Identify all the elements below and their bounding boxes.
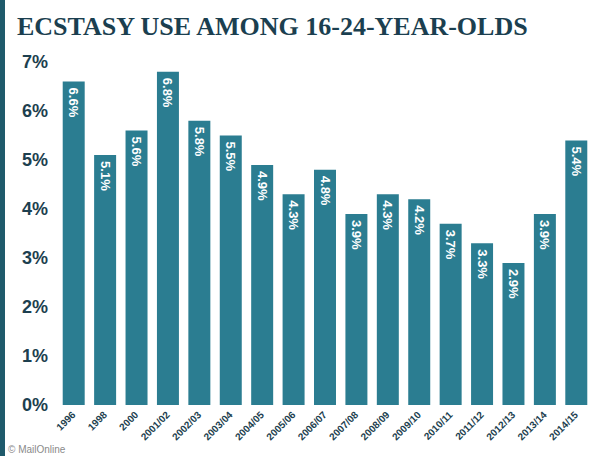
svg-text:4.8%: 4.8%: [318, 176, 333, 206]
svg-text:4.2%: 4.2%: [412, 205, 427, 235]
svg-text:5.5%: 5.5%: [223, 142, 238, 172]
svg-text:3.3%: 3.3%: [475, 249, 490, 279]
svg-text:ECSTASY USE AMONG 16-24-YEAR-O: ECSTASY USE AMONG 16-24-YEAR-OLDS: [17, 12, 528, 41]
svg-text:2003/04: 2003/04: [201, 409, 235, 443]
svg-text:2010/11: 2010/11: [422, 409, 455, 442]
svg-text:5.6%: 5.6%: [129, 137, 144, 167]
svg-text:6%: 6%: [22, 101, 48, 121]
svg-text:4%: 4%: [22, 199, 48, 219]
svg-text:6.6%: 6.6%: [66, 88, 81, 118]
svg-text:2009/10: 2009/10: [390, 409, 424, 443]
svg-text:2004/05: 2004/05: [233, 409, 267, 443]
svg-text:2002/03: 2002/03: [170, 409, 204, 443]
svg-text:1%: 1%: [22, 346, 48, 366]
svg-text:1996: 1996: [54, 409, 78, 433]
svg-text:7%: 7%: [22, 52, 48, 72]
svg-text:2005/06: 2005/06: [264, 409, 298, 443]
svg-text:0%: 0%: [22, 395, 48, 415]
svg-text:2008/09: 2008/09: [358, 409, 392, 443]
svg-text:© MailOnline: © MailOnline: [8, 444, 66, 455]
svg-text:5.4%: 5.4%: [569, 146, 584, 176]
svg-text:2%: 2%: [22, 297, 48, 317]
svg-text:2.9%: 2.9%: [506, 269, 521, 299]
svg-text:3.9%: 3.9%: [537, 220, 552, 250]
svg-text:2011/12: 2011/12: [453, 409, 486, 442]
svg-text:3.7%: 3.7%: [443, 230, 458, 260]
svg-text:4.3%: 4.3%: [286, 200, 301, 230]
svg-text:2012/13: 2012/13: [484, 409, 518, 443]
svg-text:4.3%: 4.3%: [380, 200, 395, 230]
svg-text:3.9%: 3.9%: [349, 220, 364, 250]
svg-text:5.8%: 5.8%: [192, 127, 207, 157]
svg-text:2014/15: 2014/15: [547, 409, 581, 443]
svg-text:3%: 3%: [22, 248, 48, 268]
svg-text:1998: 1998: [86, 409, 110, 433]
svg-text:4.9%: 4.9%: [255, 171, 270, 201]
svg-text:2000: 2000: [117, 409, 141, 433]
svg-text:2001/02: 2001/02: [139, 409, 173, 443]
svg-text:6.8%: 6.8%: [160, 78, 175, 108]
svg-text:5.1%: 5.1%: [98, 161, 113, 191]
svg-text:5%: 5%: [22, 150, 48, 170]
svg-text:2006/07: 2006/07: [296, 409, 330, 443]
svg-text:2007/08: 2007/08: [327, 409, 361, 443]
svg-text:2013/14: 2013/14: [515, 409, 549, 443]
